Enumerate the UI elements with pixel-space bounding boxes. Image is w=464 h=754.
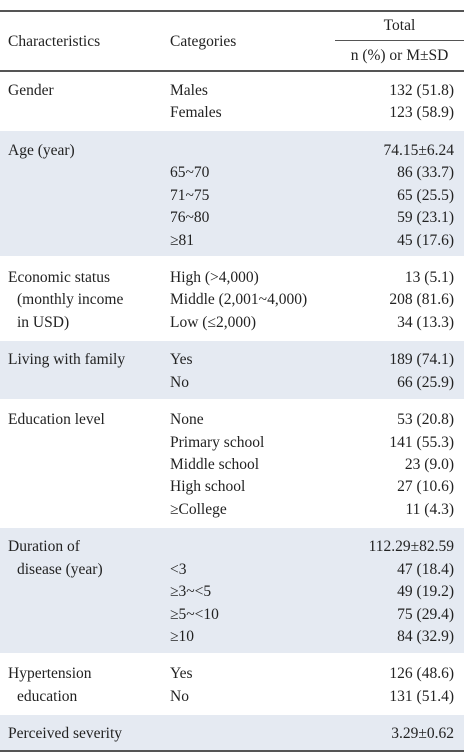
group-band (0, 714, 464, 751)
top-rule (0, 10, 464, 12)
header-categories: Categories (170, 33, 237, 50)
category: Yes (170, 351, 193, 369)
value: 59 (23.1) (397, 209, 454, 227)
value: 53 (20.8) (397, 411, 454, 429)
value: 13 (5.1) (404, 269, 454, 286)
category: <3 (170, 560, 187, 578)
characteristic: (monthly income (17, 291, 124, 309)
category: Middle school (170, 456, 260, 473)
value: 75 (29.4) (397, 605, 454, 623)
value: 86 (33.7) (397, 164, 454, 182)
value: 189 (74.1) (389, 351, 454, 369)
value: 34 (13.3) (397, 313, 454, 331)
category: High (>4,000) (170, 269, 259, 286)
category: ≥5~<10 (170, 605, 219, 623)
value: 112.29±82.59 (368, 538, 454, 556)
category: No (170, 373, 189, 391)
characteristic: Perceived severity (8, 725, 123, 743)
category: ≥College (170, 500, 227, 518)
category: ≥81 (170, 231, 195, 249)
characteristic: Living with family (8, 351, 126, 369)
characteristic: education (17, 687, 78, 705)
group-band (0, 131, 464, 257)
value: 84 (32.9) (397, 627, 454, 645)
category: None (170, 411, 204, 429)
category: 71~75 (170, 186, 210, 204)
characteristic: Duration of (8, 538, 80, 556)
value: 66 (25.9) (397, 373, 454, 391)
characteristic: Economic status (8, 269, 111, 286)
category: 65~70 (170, 164, 210, 182)
group-band (0, 527, 464, 653)
value: 47 (18.4) (397, 560, 454, 578)
header-characteristics: Characteristics (8, 33, 101, 50)
category: Primary school (170, 433, 265, 451)
value: 45 (17.6) (397, 231, 454, 249)
value: 131 (51.4) (389, 687, 454, 705)
bottom-rule (0, 750, 464, 752)
value: 27 (10.6) (397, 478, 454, 496)
characteristic: Hypertension (8, 665, 92, 683)
value: 132 (51.8) (389, 82, 454, 99)
value: 23 (9.0) (404, 456, 454, 473)
value: 126 (48.6) (389, 665, 454, 683)
header-measure: n (%) or M±SD (350, 47, 449, 64)
category: Yes (170, 665, 193, 683)
category: 76~80 (170, 209, 210, 227)
characteristic: Gender (8, 82, 54, 99)
value: 208 (81.6) (389, 291, 454, 309)
value: 3.29±0.62 (391, 725, 454, 743)
value: 11 (4.3) (405, 500, 455, 518)
category: ≥3~<5 (170, 583, 212, 601)
total-rule (335, 40, 464, 41)
group-band (0, 340, 464, 399)
category: Middle (2,001~4,000) (170, 291, 308, 309)
category: Males (170, 82, 208, 99)
category: High school (170, 478, 246, 496)
value: 141 (55.3) (389, 433, 454, 451)
header-total: Total (383, 17, 416, 34)
characteristic: Education level (8, 411, 105, 429)
header-rule (0, 70, 464, 72)
category: Low (≤2,000) (170, 313, 256, 331)
value: 74.15±6.24 (383, 141, 454, 159)
value: 49 (19.2) (397, 583, 454, 601)
characteristic: disease (year) (17, 560, 103, 578)
value: 123 (58.9) (389, 104, 454, 122)
characteristic: in USD) (17, 313, 70, 331)
category: Females (170, 104, 222, 122)
category: ≥10 (170, 627, 195, 645)
characteristic: Age (year) (8, 141, 75, 159)
value: 65 (25.5) (397, 186, 454, 204)
category: No (170, 687, 189, 705)
